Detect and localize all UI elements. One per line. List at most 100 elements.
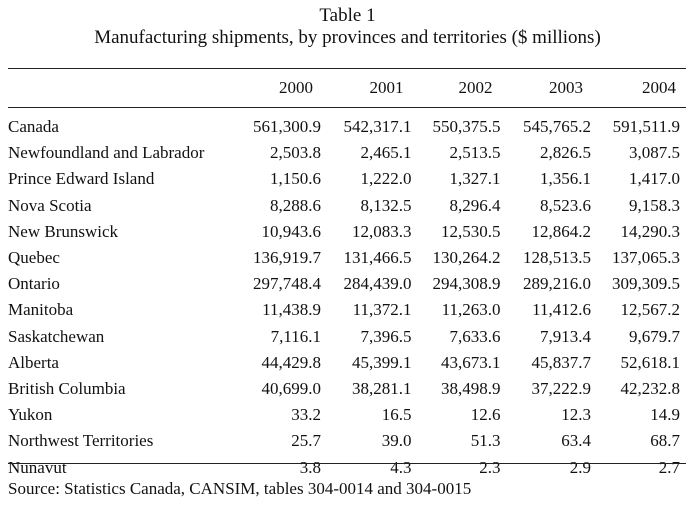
value-cell: 7,116.1 (270, 326, 322, 346)
shipments-table: 2000 2001 2002 2003 2004 Canada 561,300.9… (8, 74, 686, 481)
value-cell: 3.8 (299, 457, 322, 477)
value-cell: 39.0 (381, 431, 412, 451)
value-cell: 16.5 (381, 405, 412, 425)
column-header (8, 74, 237, 102)
column-header: 2001 (369, 78, 404, 97)
region-name: British Columbia (8, 378, 126, 398)
table-subtitle: Manufacturing shipments, by provinces an… (94, 27, 601, 48)
value-cell: 38,281.1 (352, 378, 412, 398)
header-rule (8, 107, 686, 108)
value-cell: 42,232.8 (620, 378, 681, 398)
source-note: Source: Statistics Canada, CANSIM, table… (8, 479, 472, 498)
value-cell: 11,412.6 (532, 300, 591, 320)
region-name: Alberta (8, 352, 59, 372)
value-cell: 294,308.9 (432, 274, 501, 294)
value-cell: 11,263.0 (441, 300, 501, 320)
table-title: Table 1 (319, 5, 376, 26)
value-cell: 11,438.9 (262, 300, 322, 320)
table-row: Northwest Territories 25.7 39.0 51.3 63.4 68.… (8, 428, 686, 454)
column-header: 2003 (548, 78, 583, 97)
column-header: 2002 (458, 78, 493, 97)
value-cell: 3,087.5 (629, 143, 680, 163)
value-cell: 1,222.0 (360, 169, 412, 189)
table-row: New Brunswick 10,943.6 12,083.3 12,530.5 12,… (8, 219, 686, 245)
value-cell: 12,083.3 (352, 221, 412, 241)
value-cell: 297,748.4 (253, 274, 322, 294)
table-row: Manitoba 11,438.9 11,372.1 11,263.0 11,412.6… (8, 297, 686, 323)
value-cell: 136,919.7 (253, 248, 322, 268)
value-cell: 9,158.3 (629, 195, 680, 215)
value-cell: 309,309.5 (612, 274, 680, 294)
value-cell: 51.3 (470, 431, 501, 451)
value-cell: 7,913.4 (539, 326, 591, 346)
value-cell: 130,264.2 (432, 248, 501, 268)
region-name: Newfoundland and Labrador (8, 143, 205, 163)
bottom-rule (8, 463, 686, 464)
value-cell: 44,429.8 (261, 352, 322, 372)
value-cell: 550,375.5 (432, 117, 501, 137)
value-cell: 561,300.9 (253, 117, 322, 137)
value-cell: 8,132.5 (360, 195, 412, 215)
value-cell: 40,699.0 (261, 378, 322, 398)
table-row: Ontario 297,748.4 284,439.0 294,308.9 289,21… (8, 271, 686, 297)
top-rule (8, 68, 686, 69)
value-cell: 12,864.2 (531, 221, 591, 241)
column-header: 2004 (642, 78, 676, 97)
value-cell: 14,290.3 (620, 221, 681, 241)
value-cell: 12.3 (561, 405, 591, 425)
region-name: Nunavut (8, 457, 67, 477)
value-cell: 289,216.0 (522, 274, 591, 294)
table-row: Prince Edward Island 1,150.6 1,222.0 1,327.… (8, 166, 686, 192)
value-cell: 7,396.5 (360, 326, 412, 346)
table-row: Newfoundland and Labrador 2,503.8 2,465.1 2… (8, 140, 686, 166)
value-cell: 8,288.6 (270, 195, 322, 215)
value-cell: 284,439.0 (343, 274, 412, 294)
region-name: Manitoba (8, 300, 74, 320)
value-cell: 4.3 (390, 457, 412, 477)
value-cell: 12,530.5 (440, 221, 501, 241)
value-cell: 52,618.1 (620, 352, 681, 372)
region-name: New Brunswick (8, 221, 119, 241)
value-cell: 37,222.9 (531, 378, 591, 398)
value-cell: 45,837.7 (531, 352, 591, 372)
value-cell: 2,503.8 (270, 143, 322, 163)
value-cell: 1,150.6 (270, 169, 322, 189)
value-cell: 11,372.1 (352, 300, 412, 320)
region-name: Northwest Territories (8, 431, 154, 451)
value-cell: 2,513.5 (449, 143, 501, 163)
value-cell: 2,465.1 (360, 143, 412, 163)
region-name: Yukon (8, 405, 53, 425)
region-name: Prince Edward Island (8, 169, 155, 189)
value-cell: 137,065.3 (612, 248, 680, 268)
table-row: Yukon 33.2 16.5 12.6 12.3 14.9 (8, 402, 686, 428)
table-row: Saskatchewan 7,116.1 7,396.5 7,633.6 7,913.4… (8, 324, 686, 350)
value-cell: 68.7 (650, 431, 680, 451)
value-cell: 33.2 (291, 405, 322, 425)
value-cell: 45,399.1 (352, 352, 412, 372)
column-header: 2000 (279, 78, 314, 97)
region-name: Ontario (8, 274, 60, 294)
table-row: Nova Scotia 8,288.6 8,132.5 8,296.4 8,523.6 9… (8, 193, 686, 219)
value-cell: 43,673.1 (440, 352, 501, 372)
value-cell: 2.9 (569, 457, 591, 477)
value-cell: 545,765.2 (522, 117, 591, 137)
value-cell: 591,511.9 (612, 117, 680, 137)
value-cell: 542,317.1 (343, 117, 412, 137)
value-cell: 10,943.6 (261, 221, 322, 241)
value-cell: 12,567.2 (620, 300, 681, 320)
value-cell: 8,523.6 (539, 195, 591, 215)
table-row: Canada 561,300.9 542,317.1 550,375.5 545,765… (8, 114, 686, 140)
value-cell: 131,466.5 (343, 248, 412, 268)
value-cell: 2.7 (658, 457, 680, 477)
value-cell: 128,513.5 (522, 248, 591, 268)
region-name: Saskatchewan (8, 326, 105, 346)
table-row: Nunavut 3.8 4.3 2.3 2.9 2.7 (8, 454, 686, 480)
value-cell: 25.7 (291, 431, 322, 451)
value-cell: 9,679.7 (629, 326, 680, 346)
value-cell: 1,417.0 (629, 169, 680, 189)
value-cell: 1,327.1 (449, 169, 501, 189)
table-row: Alberta 44,429.8 45,399.1 43,673.1 45,837.7 5… (8, 350, 686, 376)
value-cell: 12.6 (470, 405, 501, 425)
header-row: 2000 2001 2002 2003 2004 (8, 74, 686, 102)
